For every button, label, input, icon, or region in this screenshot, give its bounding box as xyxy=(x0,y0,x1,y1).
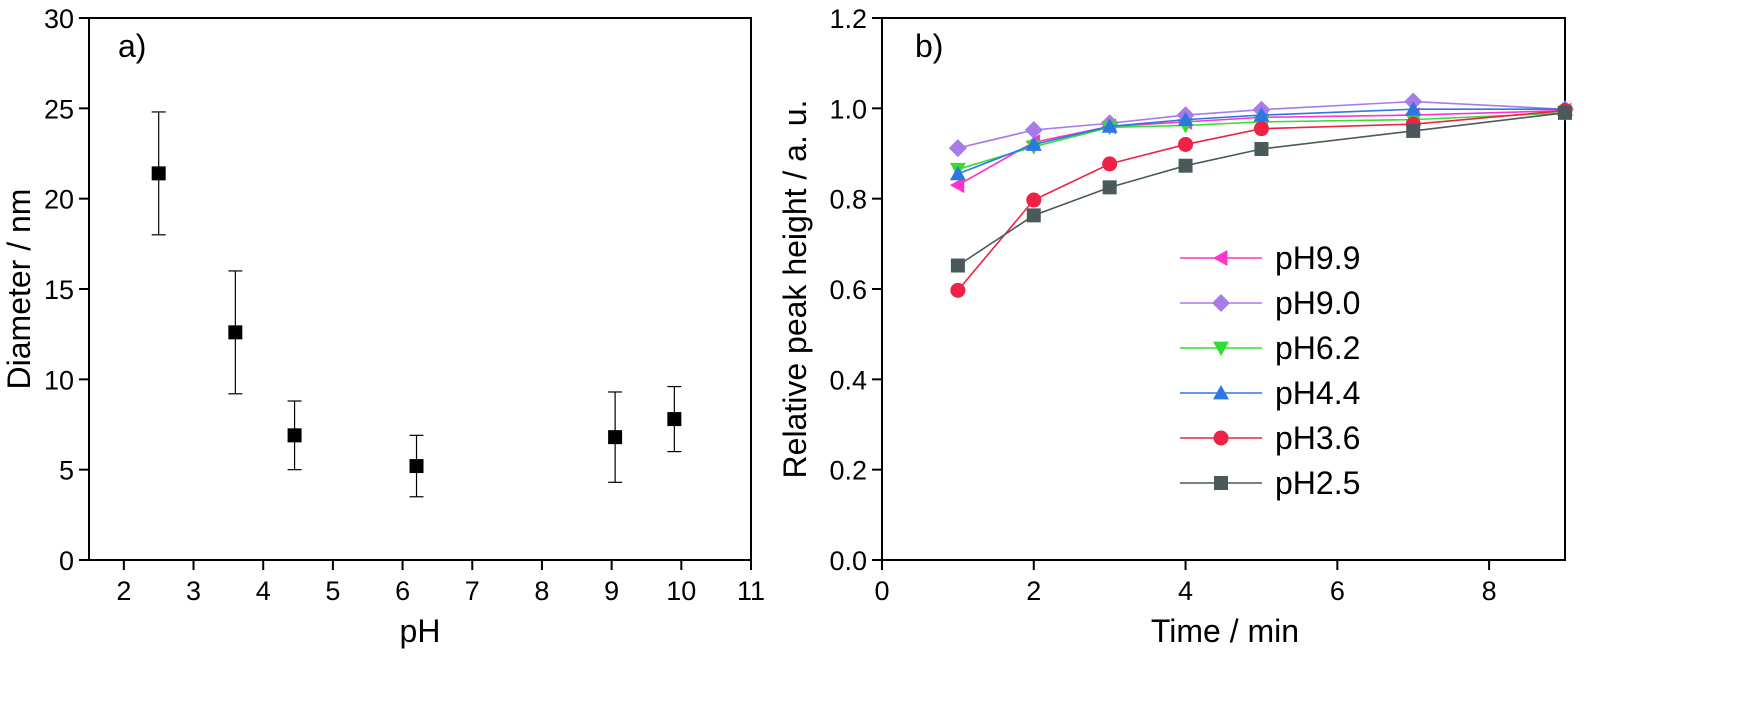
data-point xyxy=(667,412,682,427)
panel-a-chart: 0 5 10 15 20 25 30 2 3 4 5 6 7 8 9 10 11 a) pH Diameter… xyxy=(1,4,765,649)
y-tick-label: 20 xyxy=(44,185,74,215)
data-point xyxy=(228,325,243,340)
x-tick-label: 6 xyxy=(395,576,410,606)
y-tick-label: 1.0 xyxy=(829,94,867,124)
panel-a-y-axis: 0 5 10 15 20 25 30 xyxy=(44,4,89,576)
data-point xyxy=(948,139,967,158)
data-point xyxy=(1178,136,1194,152)
panel-b-x-axis: 0 2 4 6 8 xyxy=(874,560,1497,606)
legend-label: pH9.0 xyxy=(1275,285,1360,321)
data-point xyxy=(1102,180,1117,195)
legend-marker xyxy=(1213,341,1229,356)
panel-b-y-axis: 0.0 0.2 0.4 0.6 0.8 1.0 1.2 xyxy=(829,4,882,576)
x-tick-label: 4 xyxy=(1178,576,1193,606)
y-tick-label: 0 xyxy=(59,546,74,576)
x-tick-label: 2 xyxy=(116,576,131,606)
y-tick-label: 0.2 xyxy=(829,456,867,486)
legend-label: pH2.5 xyxy=(1275,465,1360,501)
panel-a-x-axis-title: pH xyxy=(400,613,441,649)
legend-label: pH6.2 xyxy=(1275,330,1360,366)
legend-marker xyxy=(1213,385,1229,400)
panel-a-plot-frame xyxy=(88,17,752,561)
y-tick-label: 10 xyxy=(44,365,74,395)
data-point xyxy=(1558,105,1572,120)
panel-b-series xyxy=(948,92,1574,298)
x-tick-label: 4 xyxy=(256,576,271,606)
data-point xyxy=(1253,107,1270,122)
series-pH2-5 xyxy=(950,105,1572,273)
panel-b-legend: pH9.9 pH9.0 pH6.2 pH4.4 pH3.6 pH2.5 xyxy=(1180,240,1360,501)
panel-b-y-axis-title: Relative peak height / a. u. xyxy=(777,100,813,479)
y-tick-label: 1.2 xyxy=(829,4,867,34)
data-point xyxy=(1102,156,1118,172)
x-tick-label: 3 xyxy=(186,576,201,606)
y-tick-label: 0.4 xyxy=(829,365,867,395)
legend-marker xyxy=(1213,430,1229,446)
data-point xyxy=(1024,121,1043,140)
data-point xyxy=(949,177,965,194)
data-point xyxy=(287,428,302,443)
data-point xyxy=(1177,111,1194,127)
series-line xyxy=(957,109,1566,291)
data-point xyxy=(1178,158,1193,173)
x-tick-label: 0 xyxy=(874,576,889,606)
data-point xyxy=(1101,118,1118,133)
x-tick-label: 10 xyxy=(666,576,696,606)
y-tick-label: 15 xyxy=(44,275,74,305)
data-point xyxy=(950,258,965,273)
data-point xyxy=(949,165,966,181)
x-tick-label: 8 xyxy=(534,576,549,606)
legend-marker xyxy=(1213,250,1228,266)
legend-label: pH3.6 xyxy=(1275,420,1360,456)
legend-label: pH9.9 xyxy=(1275,240,1360,276)
data-point xyxy=(1406,123,1421,138)
y-tick-label: 25 xyxy=(44,94,74,124)
panel-a-x-axis: 2 3 4 5 6 7 8 9 10 11 xyxy=(116,560,765,606)
data-point xyxy=(151,166,166,181)
panel-b-label: b) xyxy=(915,28,943,64)
legend-marker xyxy=(1214,476,1228,490)
data-point xyxy=(409,459,424,474)
data-point xyxy=(608,430,623,445)
panel-a-data-points xyxy=(151,111,682,498)
data-point xyxy=(1405,101,1422,116)
x-tick-label: 2 xyxy=(1026,576,1041,606)
panel-a-y-axis-title: Diameter / nm xyxy=(1,189,37,390)
y-tick-label: 30 xyxy=(44,4,74,34)
y-tick-label: 0.6 xyxy=(829,275,867,305)
y-tick-label: 0.0 xyxy=(829,546,867,576)
x-tick-label: 5 xyxy=(325,576,340,606)
data-point xyxy=(1026,208,1041,223)
x-tick-label: 11 xyxy=(737,576,765,606)
y-tick-label: 0.8 xyxy=(829,185,867,215)
data-point xyxy=(950,282,966,298)
x-tick-label: 9 xyxy=(604,576,619,606)
data-point xyxy=(1254,141,1269,156)
data-point xyxy=(1025,136,1042,151)
legend-label: pH4.4 xyxy=(1275,375,1360,411)
y-tick-label: 5 xyxy=(59,456,74,486)
panel-b-x-axis-title: Time / min xyxy=(1151,613,1299,649)
data-point xyxy=(1026,192,1042,208)
x-tick-label: 8 xyxy=(1482,576,1497,606)
data-point xyxy=(1253,121,1269,137)
x-tick-label: 7 xyxy=(465,576,480,606)
panel-a-label: a) xyxy=(118,28,146,64)
series-pH3-6 xyxy=(950,103,1573,298)
x-tick-label: 6 xyxy=(1330,576,1345,606)
legend-marker xyxy=(1212,294,1230,312)
